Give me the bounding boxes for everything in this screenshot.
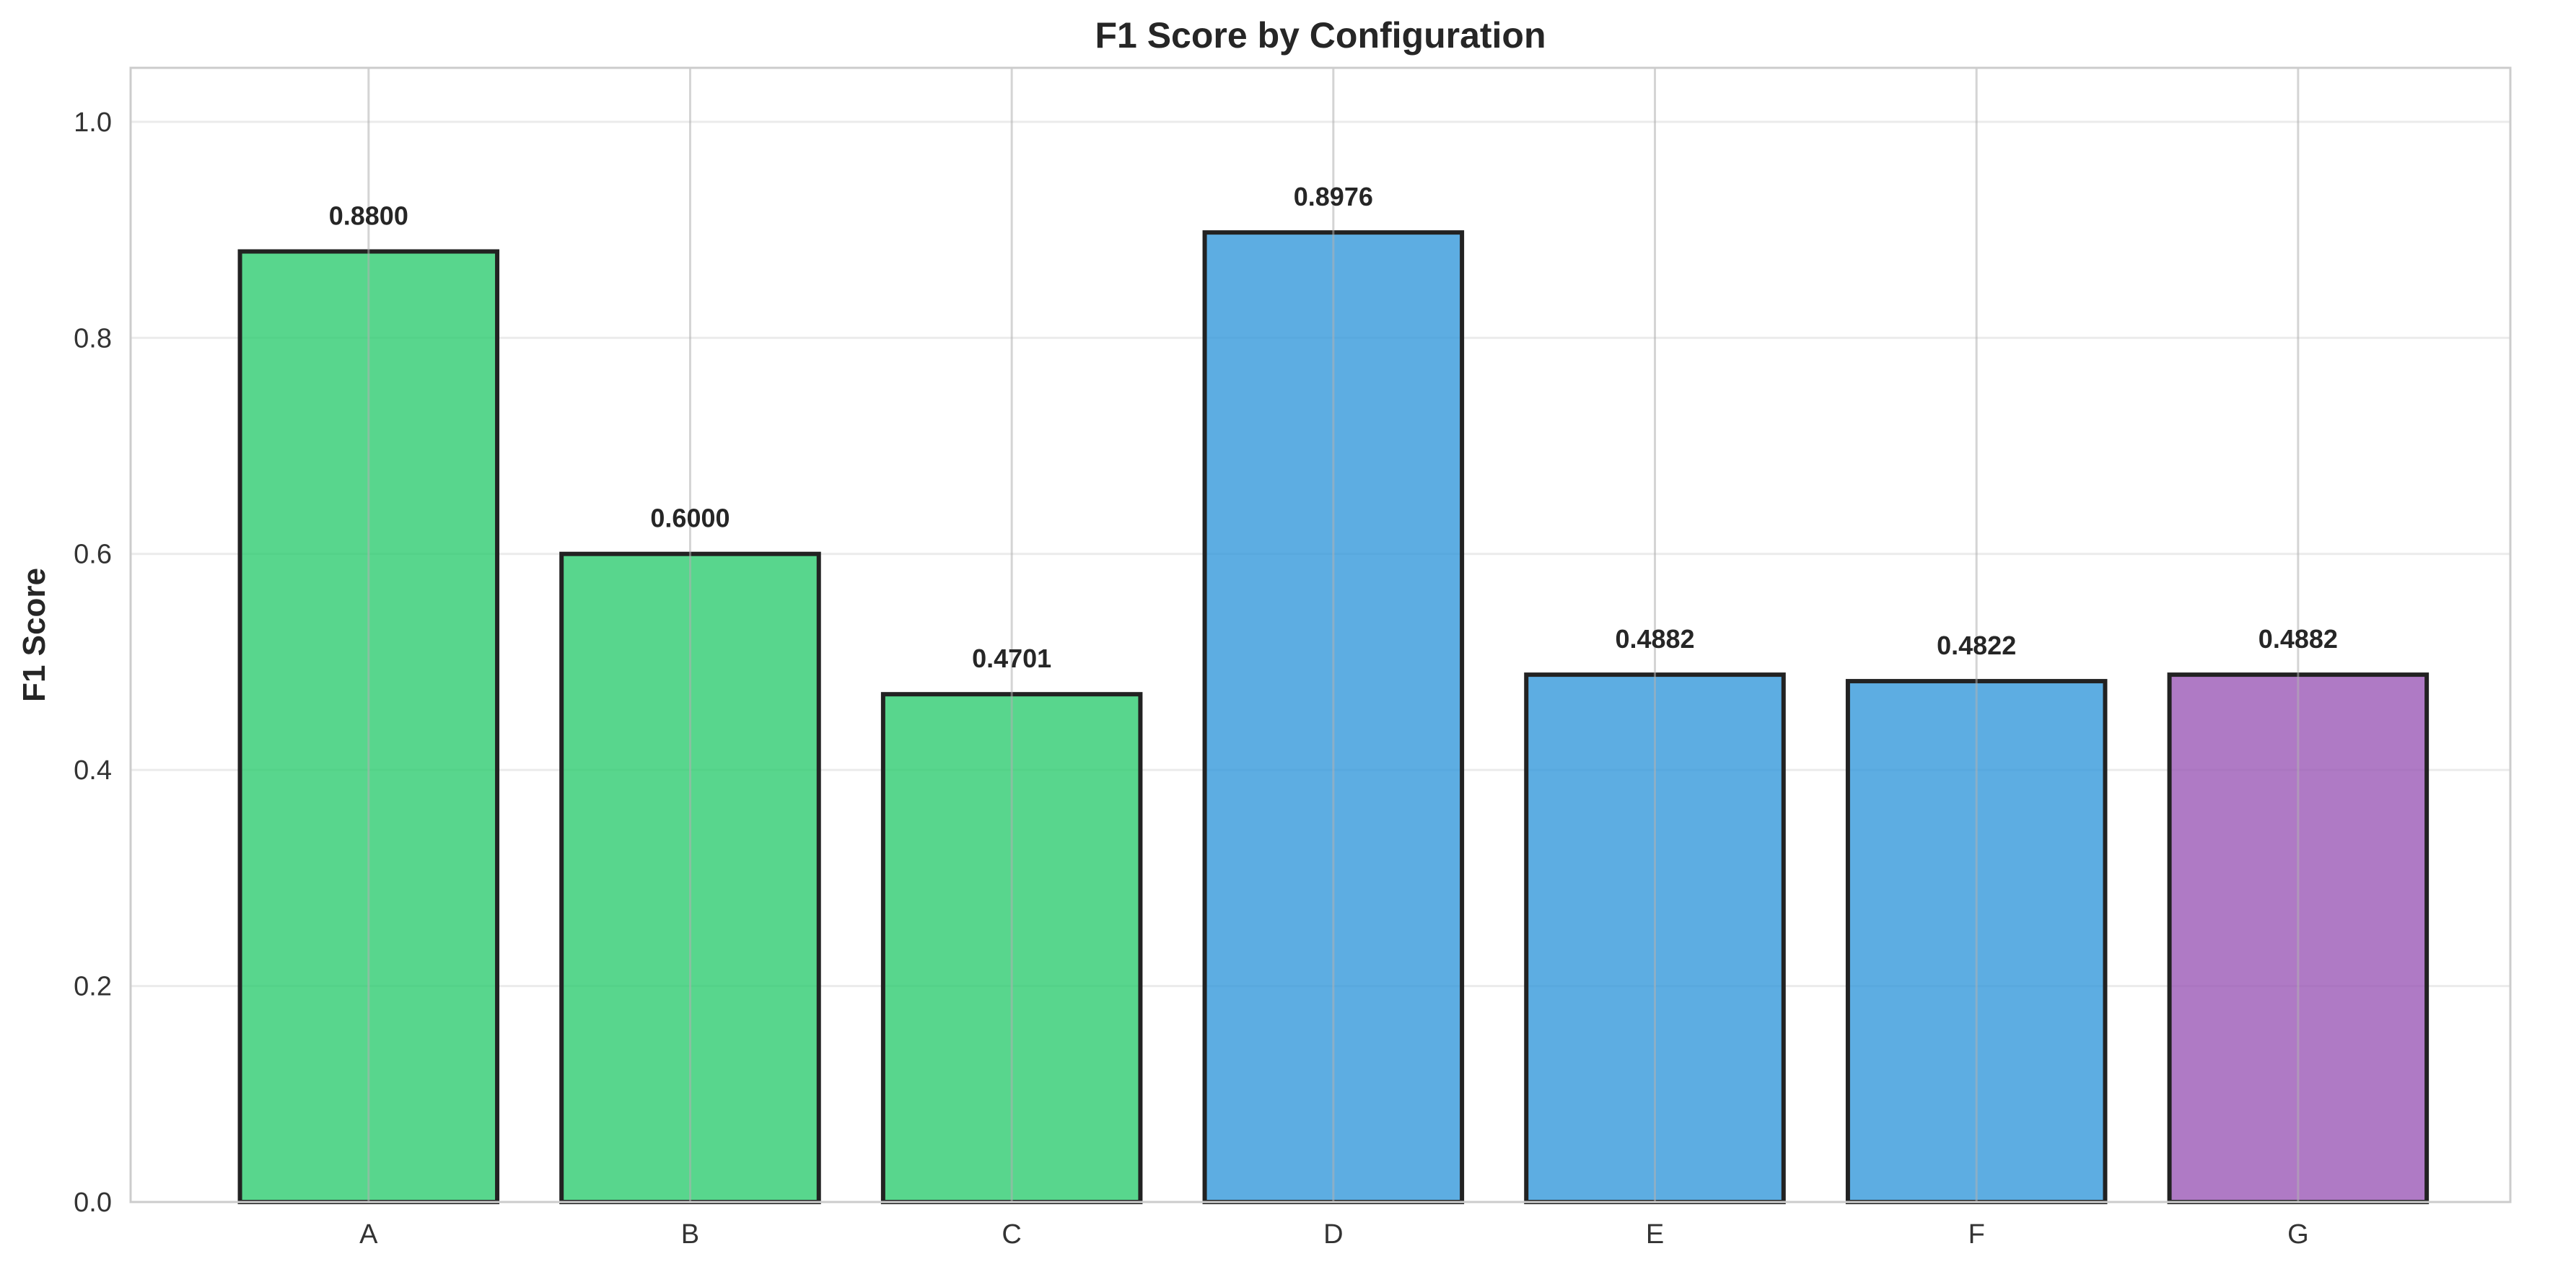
y-tick-label: 0.4 bbox=[74, 755, 112, 786]
data-label-b: 0.6000 bbox=[650, 504, 730, 533]
y-tick-label: 1.0 bbox=[74, 108, 112, 138]
x-tick-label: A bbox=[359, 1219, 378, 1250]
chart-title: F1 Score by Configuration bbox=[1095, 15, 1546, 56]
vertical-gridlines bbox=[367, 68, 2300, 1202]
x-axis-ticks: A B C D E F G bbox=[359, 1219, 2309, 1250]
y-tick-label: 0.6 bbox=[74, 540, 112, 570]
y-tick-label: 0.2 bbox=[74, 972, 112, 1002]
data-label-c: 0.4701 bbox=[972, 644, 1051, 673]
y-axis-label: F1 Score bbox=[17, 568, 52, 702]
x-tick-label: E bbox=[1646, 1219, 1664, 1250]
data-label-e: 0.4882 bbox=[1615, 624, 1694, 654]
y-tick-label: 0.0 bbox=[74, 1188, 112, 1218]
x-tick-label: D bbox=[1323, 1219, 1343, 1250]
x-tick-label: G bbox=[2287, 1219, 2309, 1250]
y-tick-label: 0.8 bbox=[74, 323, 112, 354]
data-label-f: 0.4822 bbox=[1937, 631, 2016, 660]
x-tick-label: F bbox=[1968, 1219, 1985, 1250]
data-labels: 0.8800 0.6000 0.4701 0.8976 0.4882 0.4822 0.48… bbox=[329, 182, 2338, 673]
x-tick-label: C bbox=[1002, 1219, 1021, 1250]
data-label-a: 0.8800 bbox=[329, 201, 408, 231]
data-label-g: 0.4882 bbox=[2259, 624, 2338, 654]
data-label-d: 0.8976 bbox=[1294, 182, 1373, 211]
y-axis-ticks: 0.0 0.2 0.4 0.6 0.8 1.0 bbox=[74, 108, 112, 1218]
plot-frame bbox=[129, 66, 2512, 1203]
x-tick-label: B bbox=[681, 1219, 699, 1250]
